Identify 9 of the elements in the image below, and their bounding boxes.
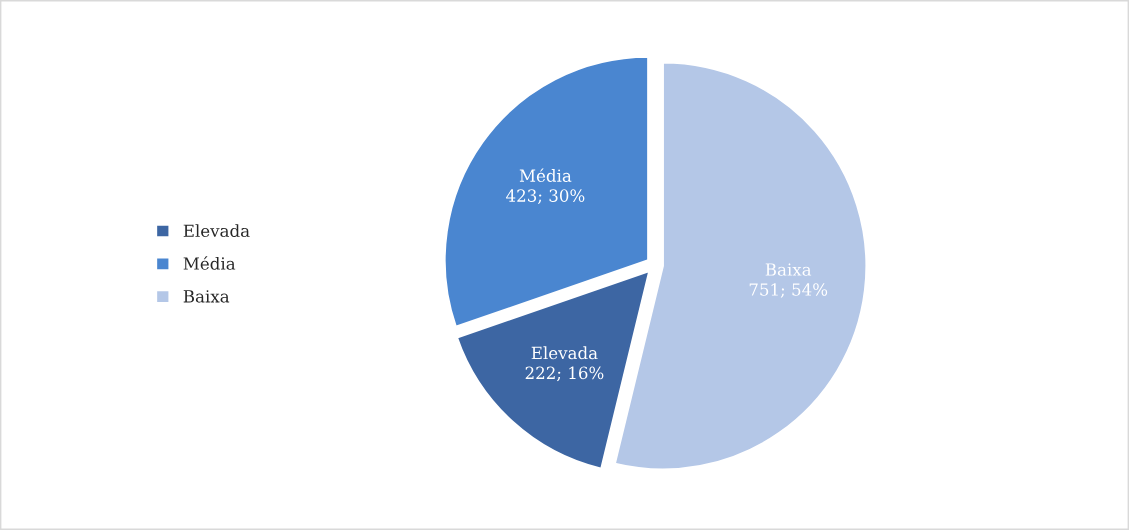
legend-label: Elevada: [183, 224, 250, 238]
legend-label: Baixa: [183, 290, 230, 303]
data-label: 222; 16%: [525, 366, 604, 382]
slice-label: Média: [519, 168, 572, 182]
data-label: 423; 30%: [506, 189, 585, 204]
slice-label: Elevada: [531, 346, 598, 360]
legend-label: Média: [183, 256, 236, 270]
slice-label: Baixa: [765, 263, 812, 276]
data-label: 751; 54%: [749, 283, 828, 298]
